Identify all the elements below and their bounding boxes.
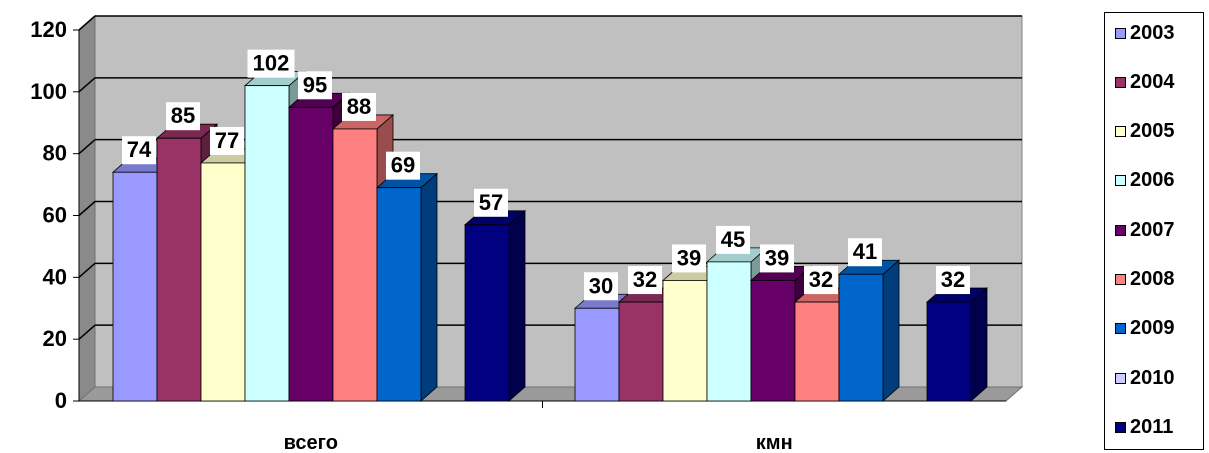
gridline-side — [78, 200, 96, 217]
data-label: 85 — [171, 103, 195, 128]
legend-label: 2005 — [1130, 120, 1175, 143]
bar — [464, 224, 510, 402]
data-label-box — [298, 71, 332, 100]
legend: 2003 2004 2005 2006 2007 2008 2009 2010 2011 — [1104, 12, 1204, 450]
data-label: 69 — [391, 153, 415, 178]
data-labels: 74 85 77 102 95 88 69 57 30 32 39 45 39 32 41 32 — [122, 49, 970, 301]
data-label: 57 — [479, 190, 503, 215]
legend-swatch — [1115, 126, 1126, 138]
legend-swatch — [1115, 323, 1126, 335]
legend-swatch — [1115, 372, 1126, 384]
legend-label: 2008 — [1130, 268, 1175, 290]
y-tick-label: 100 — [30, 79, 67, 104]
legend-label: 2010 — [1130, 366, 1175, 389]
legend-item: 2007 — [1115, 219, 1175, 241]
data-label: 102 — [253, 51, 290, 76]
legend-item: 2006 — [1115, 169, 1175, 192]
data-label: 77 — [215, 128, 239, 153]
bar — [794, 301, 840, 402]
bar — [838, 273, 884, 402]
legend-swatch — [1115, 76, 1126, 88]
data-label-box — [122, 136, 156, 165]
data-label: 32 — [941, 267, 965, 292]
legend-label: 2011 — [1130, 415, 1174, 438]
bar — [156, 137, 202, 402]
legend-label: 2009 — [1130, 317, 1175, 340]
legend-swatch — [1115, 175, 1126, 187]
data-label-box — [584, 272, 618, 301]
bar — [244, 85, 290, 402]
y-tick-label: 60 — [43, 203, 67, 228]
legend-item: 2010 — [1115, 367, 1175, 389]
legend-item: 2011 — [1115, 416, 1173, 438]
data-label-box — [936, 266, 970, 295]
y-tick-label: 20 — [43, 326, 67, 351]
gridline-side — [78, 324, 96, 340]
data-label-box — [804, 266, 838, 295]
data-label-box — [210, 126, 244, 155]
data-label-box — [474, 188, 508, 217]
legend-label: 2007 — [1130, 218, 1175, 241]
data-label: 32 — [809, 267, 833, 292]
data-label-box — [848, 238, 882, 267]
y-tick-label: 0 — [55, 388, 67, 413]
data-label-box — [672, 244, 706, 273]
bar — [618, 301, 664, 402]
bar — [376, 187, 422, 402]
bar — [926, 301, 972, 402]
legend-item: 2004 — [1115, 71, 1175, 93]
bar — [662, 280, 708, 402]
x-tick-label: кмн — [756, 432, 793, 453]
chart-area: 0 20 40 60 80 100 120 всего кмн 74 85 77 102 95 88 69 5… — [30, 14, 1024, 453]
bar — [200, 162, 246, 402]
x-tick-label: всего — [284, 432, 338, 453]
gridline-side — [78, 262, 96, 278]
data-label-box — [342, 92, 376, 121]
bar — [332, 128, 378, 402]
y-tick-label: 40 — [43, 264, 67, 289]
legend-swatch — [1115, 27, 1126, 39]
legend-swatch — [1115, 224, 1126, 236]
legend-label: 2003 — [1130, 21, 1175, 44]
data-label: 41 — [853, 239, 877, 264]
legend-item: 2008 — [1115, 268, 1175, 291]
bar-side — [882, 259, 900, 402]
bar-side — [420, 172, 438, 402]
data-label: 39 — [677, 245, 701, 270]
gridline-side — [78, 77, 96, 93]
legend-item: 2003 — [1115, 22, 1175, 44]
bar — [706, 261, 752, 402]
bars — [111, 70, 989, 402]
legend-label: 2006 — [1130, 169, 1175, 192]
legend-swatch — [1115, 274, 1126, 285]
bar — [574, 307, 620, 402]
data-label: 32 — [633, 267, 657, 292]
data-label-box — [386, 151, 420, 180]
y-tick-label: 120 — [30, 17, 67, 42]
data-label-box — [247, 49, 295, 78]
legend-swatch — [1115, 421, 1126, 433]
data-label: 74 — [127, 137, 152, 162]
legend-item: 2005 — [1115, 120, 1175, 143]
data-label: 45 — [721, 227, 745, 252]
bar-side — [508, 209, 526, 402]
data-label: 95 — [303, 72, 327, 97]
data-label-box — [760, 244, 794, 273]
data-label-box — [628, 266, 662, 295]
bar — [288, 106, 334, 402]
data-label-box — [716, 225, 750, 254]
bar-side — [970, 287, 988, 402]
legend-item: 2009 — [1115, 317, 1175, 340]
bar — [112, 171, 158, 402]
data-label: 88 — [347, 94, 371, 119]
data-label-box — [166, 102, 200, 131]
gridline-side — [78, 139, 96, 155]
bar — [750, 280, 796, 402]
data-label: 39 — [765, 245, 789, 270]
data-label: 30 — [589, 273, 613, 298]
gridline-side — [78, 15, 96, 31]
legend-label: 2004 — [1130, 70, 1175, 93]
y-tick-label: 80 — [43, 141, 67, 166]
